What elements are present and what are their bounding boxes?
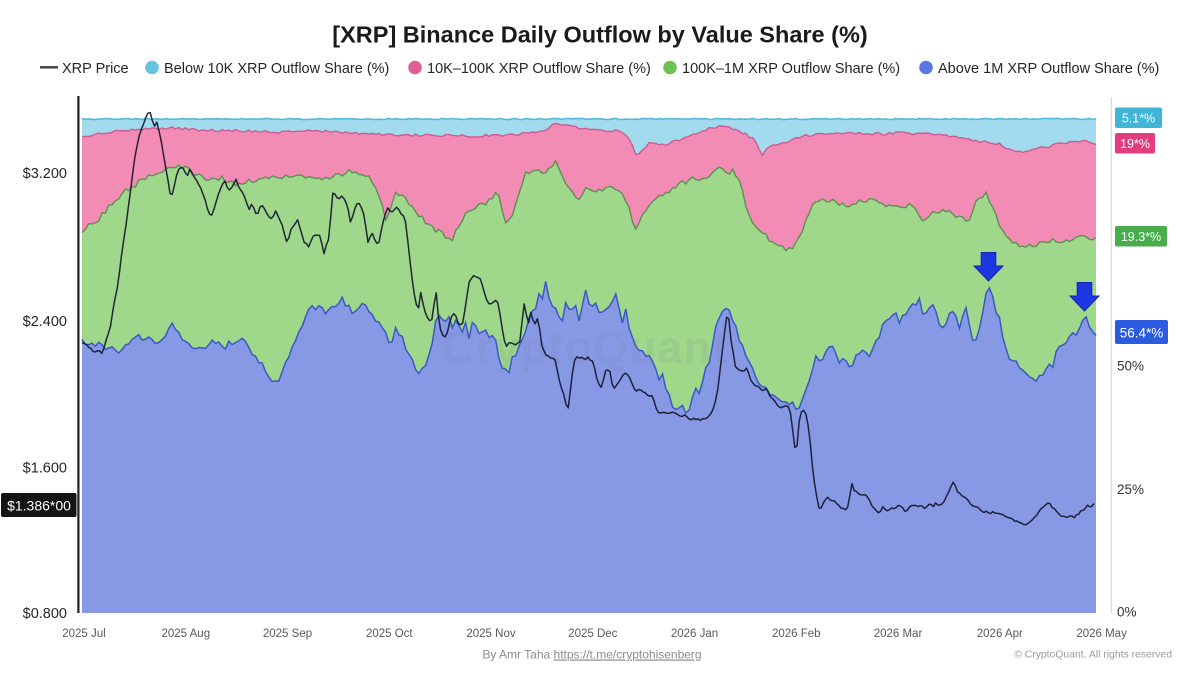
svg-text:100K–1M XRP Outflow Share (%): 100K–1M XRP Outflow Share (%) (682, 61, 900, 77)
svg-text:XRP Price: XRP Price (62, 61, 129, 77)
svg-text:50%: 50% (1117, 359, 1144, 374)
svg-text:2025 Sep: 2025 Sep (263, 628, 312, 640)
svg-text:2026 Feb: 2026 Feb (772, 628, 821, 640)
svg-text:$1.600: $1.600 (23, 461, 67, 477)
svg-text:2025 Dec: 2025 Dec (568, 628, 617, 640)
svg-text:25%: 25% (1117, 482, 1144, 497)
svg-text:$0.800: $0.800 (23, 606, 67, 622)
svg-text:CryptoQuant: CryptoQuant (442, 322, 728, 373)
svg-text:2025 Aug: 2025 Aug (161, 628, 210, 640)
svg-text:2025 Oct: 2025 Oct (366, 628, 413, 640)
svg-text:© CryptoQuant. All rights rese: © CryptoQuant. All rights reserved (1014, 650, 1172, 661)
svg-text:Below 10K XRP Outflow Share (%: Below 10K XRP Outflow Share (%) (164, 61, 389, 77)
svg-text:2026 Apr: 2026 Apr (977, 628, 1023, 640)
svg-text:2025 Jul: 2025 Jul (62, 628, 105, 640)
svg-text:19*%: 19*% (1120, 137, 1150, 151)
svg-text:By Amr Taha https://t.me/crypt: By Amr Taha https://t.me/cryptohisenberg (482, 648, 701, 662)
svg-text:2025 Nov: 2025 Nov (466, 628, 515, 640)
svg-text:0%: 0% (1117, 605, 1137, 620)
svg-text:2026 Mar: 2026 Mar (874, 628, 923, 640)
svg-text:10K–100K XRP Outflow Share (%): 10K–100K XRP Outflow Share (%) (427, 61, 651, 77)
svg-text:56.4*%: 56.4*% (1120, 326, 1164, 341)
svg-text:$1.386*00: $1.386*00 (7, 498, 71, 514)
svg-text:$3.200: $3.200 (23, 166, 67, 182)
svg-text:$2.400: $2.400 (23, 314, 67, 330)
svg-text:2026 May: 2026 May (1076, 628, 1127, 640)
svg-text:19.3*%: 19.3*% (1121, 230, 1161, 244)
svg-text:2026 Jan: 2026 Jan (671, 628, 718, 640)
svg-text:Above 1M XRP Outflow Share (%): Above 1M XRP Outflow Share (%) (938, 61, 1159, 77)
svg-text:5.1*%: 5.1*% (1122, 112, 1155, 126)
svg-text:[XRP] Binance Daily Outflow by: [XRP] Binance Daily Outflow by Value Sha… (332, 22, 867, 48)
